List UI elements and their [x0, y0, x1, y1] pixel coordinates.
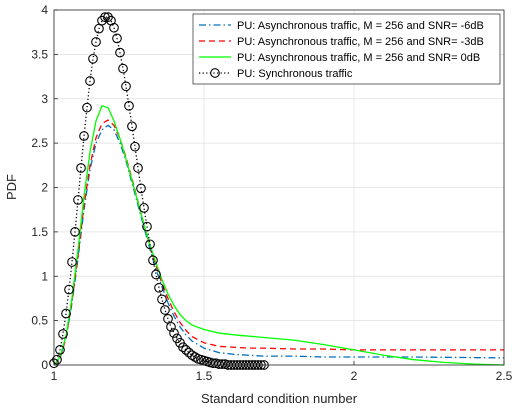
- data-point: [190, 352, 200, 362]
- data-point: [52, 354, 62, 365]
- x-tick-label: 2: [351, 369, 358, 383]
- data-point: [136, 183, 146, 194]
- legend: PU: Asynchronous traffic, M = 256 and SN…: [192, 13, 501, 85]
- data-point: [142, 221, 152, 232]
- data-point: [166, 321, 176, 332]
- legend-marker: [210, 68, 220, 78]
- x-tick-label: 2.5: [496, 369, 513, 383]
- axis-ticks: 1 1.5 2 2.5 0 0.5 1 1.5 2 2.5 3 3.5 4: [31, 3, 512, 383]
- x-axis-label: Standard condition number: [201, 391, 358, 406]
- legend-box: [192, 13, 501, 85]
- y-tick-label: 4: [41, 3, 48, 17]
- data-point: [88, 53, 98, 64]
- data-point: [139, 203, 149, 213]
- data-point: [58, 329, 68, 339]
- series-4: [49, 12, 269, 370]
- legend-item: PU: Asynchronous traffic, M = 256 and SN…: [199, 20, 484, 32]
- y-tick-label: 2.5: [31, 136, 48, 150]
- series-line: [53, 119, 504, 366]
- data-point: [157, 294, 167, 305]
- data-point: [178, 342, 188, 353]
- data-point: [91, 37, 101, 47]
- data-point: [151, 269, 161, 280]
- data-point: [133, 163, 143, 173]
- legend-item: PU: Asynchronous traffic, M = 256 and SN…: [199, 52, 480, 64]
- data-point: [160, 305, 170, 315]
- data-point: [85, 76, 95, 86]
- data-point: [64, 284, 74, 295]
- series-2: [53, 119, 504, 366]
- series-layer: [49, 12, 505, 370]
- legend-item: PU: Asynchronous traffic, M = 256 and SN…: [199, 36, 484, 48]
- y-tick-label: 1.5: [31, 225, 48, 239]
- legend-label: PU: Asynchronous traffic, M = 256 and SN…: [237, 52, 480, 64]
- legend-label: PU: Asynchronous traffic, M = 256 and SN…: [237, 36, 484, 48]
- data-point: [154, 282, 164, 293]
- x-tick-label: 1: [51, 369, 58, 383]
- y-tick-label: 2: [41, 181, 48, 195]
- y-tick-label: 0: [41, 358, 48, 372]
- data-point: [181, 345, 191, 355]
- data-point: [73, 195, 83, 205]
- data-point: [82, 102, 92, 113]
- data-point: [118, 63, 128, 74]
- data-point: [115, 47, 125, 58]
- data-point: [79, 131, 89, 141]
- y-tick-label: 0.5: [31, 314, 48, 328]
- data-point: [76, 163, 86, 173]
- data-point: [148, 255, 158, 266]
- legend-label: PU: Synchronous traffic: [237, 68, 353, 80]
- y-axis-label: PDF: [4, 174, 19, 200]
- legend-item: PU: Synchronous traffic: [199, 68, 353, 80]
- data-point: [67, 257, 77, 267]
- data-point: [169, 328, 179, 338]
- data-point: [145, 239, 155, 250]
- legend-label: PU: Asynchronous traffic, M = 256 and SN…: [237, 20, 484, 32]
- data-point: [103, 12, 113, 22]
- data-point: [61, 308, 71, 319]
- y-tick-label: 3: [41, 92, 48, 106]
- data-point: [109, 22, 119, 33]
- data-point: [112, 33, 122, 44]
- data-point: [121, 81, 131, 92]
- y-tick-label: 3.5: [31, 47, 48, 61]
- data-point: [124, 100, 134, 111]
- x-tick-label: 1.5: [196, 369, 213, 383]
- data-point: [70, 227, 80, 237]
- data-point: [127, 121, 137, 132]
- data-point: [130, 141, 140, 152]
- data-point: [55, 345, 65, 355]
- y-tick-label: 1: [41, 269, 48, 283]
